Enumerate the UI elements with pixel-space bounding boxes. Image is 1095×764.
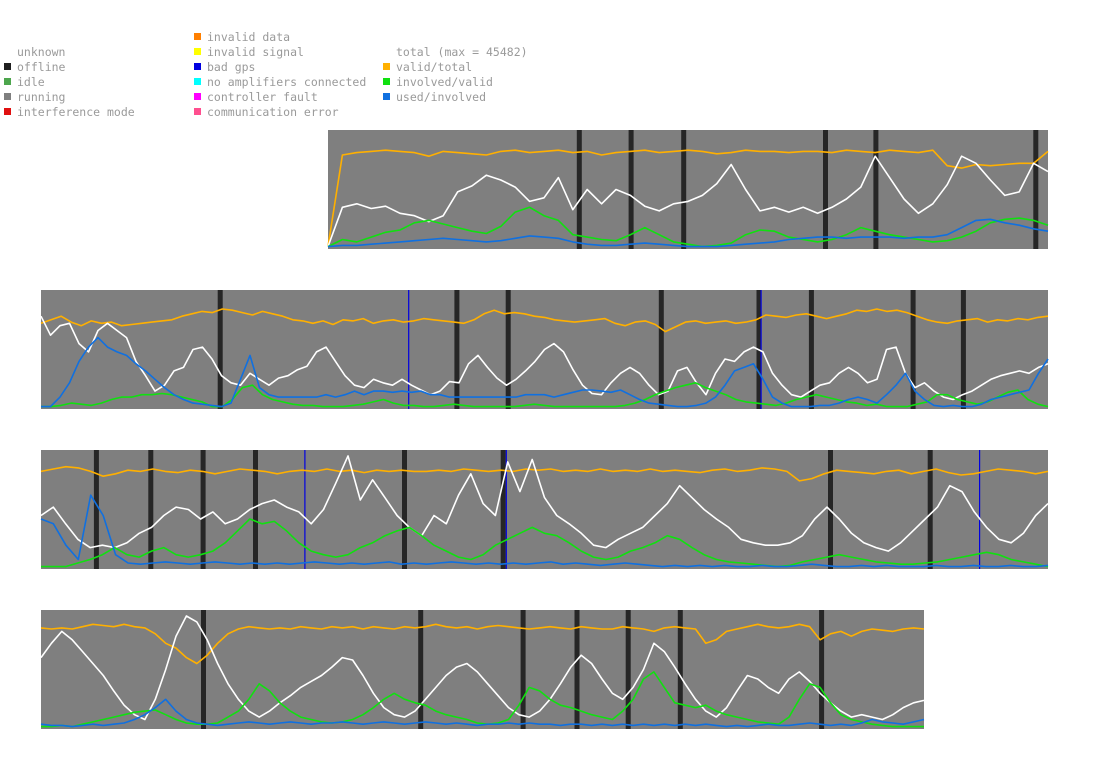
legend-label: involved/valid (396, 75, 493, 89)
series-line-total (40, 315, 1049, 401)
legend-swatch-controller-fault (194, 93, 201, 100)
legend-swatch-idle (4, 78, 11, 85)
chart-background-running (41, 610, 924, 729)
legend-label: controller fault (207, 90, 318, 104)
chart-panel-1 (327, 130, 1049, 249)
legend-swatch-no-amplifiers (194, 78, 201, 85)
legend-label: bad gps (207, 60, 256, 74)
offline-band (217, 290, 223, 409)
offline-band (823, 130, 828, 249)
legend-label: used/involved (396, 90, 487, 104)
offline-band (201, 610, 206, 729)
offline-band (927, 450, 933, 569)
offline-band (658, 290, 664, 409)
legend-swatch-interference-mode (4, 108, 11, 115)
offline-band (1033, 130, 1039, 249)
legend-swatch-communication-error (194, 108, 201, 115)
legend-swatch-running (4, 93, 11, 100)
legend-swatch-valid-total (383, 63, 390, 70)
chart-panel-4 (40, 610, 925, 729)
legend-swatch-involved-valid (383, 78, 390, 85)
series-line-involved-valid (41, 518, 1049, 568)
bad-gps-marker (979, 450, 981, 569)
legend-swatch-offline (4, 63, 11, 70)
series-line-total (327, 155, 1049, 247)
offline-band (454, 290, 460, 409)
offline-band (873, 130, 879, 249)
legend-label: invalid signal (207, 45, 304, 59)
legend-label: total (max = 45482) (396, 45, 528, 59)
offline-band (505, 290, 511, 409)
offline-band (148, 450, 154, 569)
offline-band (628, 130, 634, 249)
series-line-valid-total (40, 465, 1049, 482)
legend-swatch-used-involved (383, 93, 390, 100)
legend-label: unknown (17, 45, 66, 59)
bad-gps-marker (760, 290, 762, 409)
series-line-used-involved (40, 698, 925, 728)
offline-band (93, 450, 99, 569)
offline-band (819, 610, 825, 729)
legend-label: communication error (207, 105, 339, 119)
legend-label: idle (17, 75, 45, 89)
legend-swatch-bad-gps (194, 63, 201, 70)
offline-band (574, 610, 580, 729)
offline-band (681, 130, 687, 249)
series-line-used-involved (41, 336, 1049, 408)
legend-label: no amplifiers connected (207, 75, 367, 89)
legend-label: offline (17, 60, 66, 74)
series-line-involved-valid (327, 206, 1049, 248)
offline-band (677, 610, 683, 729)
series-line-used-involved (40, 494, 1049, 568)
legend-label: invalid data (207, 30, 291, 44)
offline-band (418, 610, 424, 729)
offline-band (500, 450, 506, 569)
series-line-valid-total (40, 308, 1049, 333)
offline-band (253, 450, 258, 569)
chart-panel-2 (40, 290, 1049, 409)
legend-label: running (17, 90, 66, 104)
legend-label: interference mode (17, 105, 135, 119)
legend-swatch-invalid-data (194, 33, 201, 40)
offline-band (808, 290, 814, 409)
series-line-valid-total (327, 149, 1049, 247)
series-line-valid-total (40, 623, 925, 665)
offline-band (625, 610, 631, 729)
chart-panel-3 (40, 450, 1049, 569)
legend-label: valid/total (396, 60, 473, 74)
bad-gps-marker (408, 290, 410, 409)
offline-band (960, 290, 966, 409)
legend-swatch-invalid-signal (194, 48, 201, 55)
series-line-total (40, 615, 925, 721)
bad-gps-marker (304, 450, 306, 569)
chart-background-running (41, 450, 1048, 569)
offline-band (576, 130, 582, 249)
series-line-used-involved (327, 218, 1049, 248)
offline-band (520, 610, 526, 729)
offline-band (200, 450, 206, 569)
series-line-total (40, 455, 1049, 552)
offline-band (402, 450, 407, 569)
series-line-involved-valid (41, 671, 924, 728)
offline-band (910, 290, 916, 409)
bad-gps-marker (505, 450, 507, 569)
chart-background-running (328, 130, 1048, 249)
